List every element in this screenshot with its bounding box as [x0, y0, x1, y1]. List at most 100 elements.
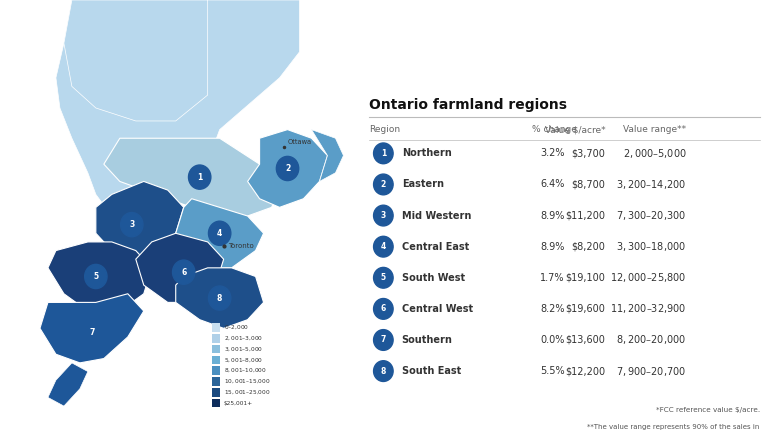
Text: $10,001 – $15,000: $10,001 – $15,000: [223, 378, 270, 385]
Text: Northern: Northern: [402, 148, 452, 159]
Text: 2: 2: [381, 180, 386, 189]
Text: $3,001 – $5,000: $3,001 – $5,000: [223, 345, 263, 353]
Text: 6: 6: [381, 305, 386, 313]
Circle shape: [188, 165, 211, 189]
Text: $19,100: $19,100: [565, 273, 605, 283]
Text: 4: 4: [217, 229, 222, 238]
Text: Ottawa: Ottawa: [287, 139, 312, 145]
Text: $15,001 – $25,000: $15,001 – $25,000: [223, 388, 270, 396]
Bar: [212, 356, 220, 364]
Text: 4: 4: [381, 242, 386, 251]
Circle shape: [81, 321, 103, 345]
Text: 1: 1: [197, 173, 202, 181]
Polygon shape: [176, 199, 263, 268]
Circle shape: [276, 156, 299, 181]
Text: 8: 8: [381, 367, 386, 375]
Circle shape: [373, 236, 393, 257]
Text: South East: South East: [402, 366, 461, 376]
Text: $7,900 – $20,700: $7,900 – $20,700: [617, 365, 687, 378]
Polygon shape: [176, 268, 263, 328]
Text: $8,200 – $20,000: $8,200 – $20,000: [617, 334, 687, 346]
Text: 7: 7: [381, 336, 386, 344]
Text: $7,300 – $20,300: $7,300 – $20,300: [617, 209, 687, 222]
Text: $2,001 – $3,000: $2,001 – $3,000: [223, 334, 263, 342]
Text: **The value range represents 90% of the sales in
each area and excludes the top : **The value range represents 90% of the …: [588, 424, 760, 432]
Text: 3: 3: [129, 220, 134, 229]
Polygon shape: [96, 181, 184, 259]
Bar: [212, 323, 220, 332]
Polygon shape: [40, 294, 144, 363]
Polygon shape: [247, 130, 327, 207]
Circle shape: [208, 221, 231, 245]
Circle shape: [373, 174, 393, 195]
Text: 5: 5: [93, 272, 98, 281]
Text: 1: 1: [381, 149, 386, 158]
Text: Eastern: Eastern: [402, 179, 444, 190]
Text: 0.0%: 0.0%: [540, 335, 564, 345]
Circle shape: [373, 330, 393, 350]
Text: Central West: Central West: [402, 304, 473, 314]
Text: Value range**: Value range**: [624, 125, 687, 134]
Text: 2: 2: [285, 164, 290, 173]
Text: $11,200 – $32,900: $11,200 – $32,900: [611, 302, 687, 315]
Text: Central East: Central East: [402, 241, 469, 252]
Text: $8,700: $8,700: [571, 179, 605, 190]
Text: 8: 8: [217, 294, 222, 302]
Text: 7: 7: [89, 328, 94, 337]
Circle shape: [208, 286, 231, 310]
Text: $8,001 – $10,000: $8,001 – $10,000: [223, 367, 266, 375]
Text: 8.2%: 8.2%: [540, 304, 564, 314]
Text: Value $/acre*: Value $/acre*: [545, 125, 605, 134]
Text: 5: 5: [381, 273, 386, 282]
Text: $12,000 – $25,800: $12,000 – $25,800: [611, 271, 687, 284]
Circle shape: [121, 213, 143, 237]
Text: $3,700: $3,700: [571, 148, 605, 159]
Circle shape: [373, 143, 393, 164]
Text: % change: % change: [532, 125, 577, 134]
Bar: [212, 345, 220, 353]
Text: $8,200: $8,200: [571, 241, 605, 252]
Text: Toronto: Toronto: [227, 243, 253, 249]
Text: 5.5%: 5.5%: [540, 366, 564, 376]
Text: $25,001+: $25,001+: [223, 400, 253, 406]
Text: $0 – $2,000: $0 – $2,000: [223, 324, 249, 331]
Text: South West: South West: [402, 273, 465, 283]
Bar: [212, 399, 220, 407]
Bar: [212, 366, 220, 375]
Text: 1.7%: 1.7%: [540, 273, 564, 283]
Bar: [212, 377, 220, 386]
Text: Ontario farmland regions: Ontario farmland regions: [369, 98, 567, 112]
Circle shape: [373, 361, 393, 381]
Polygon shape: [64, 0, 207, 121]
Text: $11,200: $11,200: [565, 210, 605, 221]
Text: $12,200: $12,200: [565, 366, 605, 376]
Polygon shape: [48, 363, 88, 406]
Text: $13,600: $13,600: [565, 335, 605, 345]
Polygon shape: [104, 138, 280, 216]
Text: $19,600: $19,600: [565, 304, 605, 314]
Polygon shape: [48, 242, 152, 311]
Bar: [212, 334, 220, 343]
Text: 6: 6: [181, 268, 187, 276]
Text: 6.4%: 6.4%: [540, 179, 564, 190]
Circle shape: [373, 299, 393, 319]
Text: $3,200 – $14,200: $3,200 – $14,200: [617, 178, 687, 191]
Text: $3,300 – $18,000: $3,300 – $18,000: [617, 240, 687, 253]
Text: Mid Western: Mid Western: [402, 210, 471, 221]
Bar: [212, 388, 220, 397]
Circle shape: [173, 260, 195, 284]
Polygon shape: [136, 233, 223, 302]
Text: 8.9%: 8.9%: [540, 210, 564, 221]
Text: 3.2%: 3.2%: [540, 148, 564, 159]
Text: 3: 3: [381, 211, 386, 220]
Text: $5,001 – $8,000: $5,001 – $8,000: [223, 356, 263, 364]
Circle shape: [373, 205, 393, 226]
Text: Southern: Southern: [402, 335, 452, 345]
Circle shape: [84, 264, 107, 289]
Text: *FCC reference value $/acre.: *FCC reference value $/acre.: [656, 407, 760, 413]
Text: $2,000 – $5,000: $2,000 – $5,000: [623, 147, 687, 160]
Circle shape: [373, 267, 393, 288]
Text: Region: Region: [369, 125, 400, 134]
Polygon shape: [56, 0, 300, 225]
Polygon shape: [312, 130, 343, 181]
